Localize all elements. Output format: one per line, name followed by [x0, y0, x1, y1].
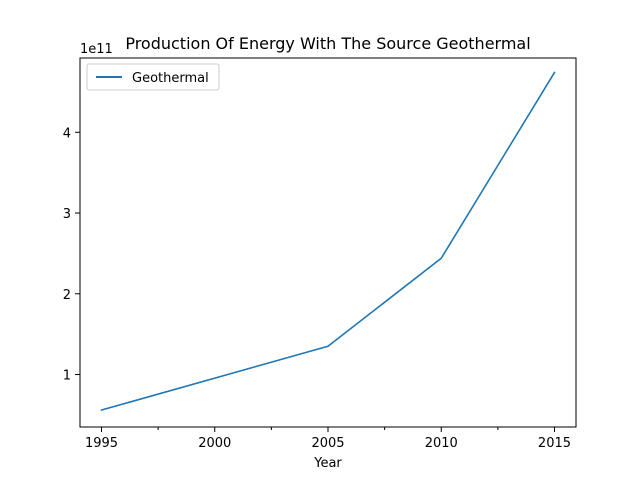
x-tick-label: 2000	[198, 436, 231, 451]
x-axis-label: Year	[313, 456, 342, 471]
y-tick-label: 2	[63, 288, 71, 303]
x-tick-label: 1995	[85, 436, 118, 451]
y-tick-label: 3	[63, 207, 71, 222]
legend: Geothermal	[86, 63, 220, 91]
y-axis: 1 2 3 4	[63, 126, 80, 384]
y-tick-label: 4	[63, 126, 71, 141]
x-tick-label: 2015	[538, 436, 571, 451]
legend-label-geothermal: Geothermal	[132, 71, 209, 86]
plot-area	[79, 57, 577, 428]
x-axis: 1995 2000 2005 2010 2015	[85, 427, 571, 451]
x-tick-label: 2010	[425, 436, 458, 451]
plot-frame	[79, 57, 577, 428]
series-lines	[100, 71, 556, 412]
y-offset-label: 1e11	[80, 42, 113, 57]
chart-title: Production Of Energy With The Source Geo…	[125, 34, 530, 53]
series-line-geothermal	[100, 71, 556, 412]
y-tick-label: 1	[63, 369, 71, 384]
x-tick-label: 2005	[311, 436, 344, 451]
legend-box	[86, 63, 220, 91]
